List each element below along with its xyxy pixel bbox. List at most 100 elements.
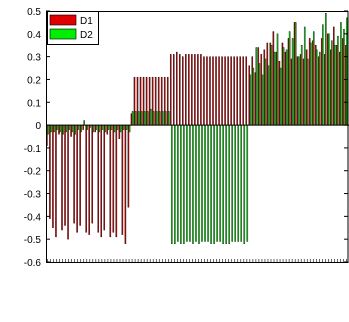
bar-d1-12: [79, 124, 81, 226]
y-tick-label: -0.2: [24, 167, 42, 178]
bar-d2-16: [92, 124, 95, 133]
bar-d2-13: [83, 120, 85, 126]
bar-d2-27: [125, 124, 128, 130]
y-tick-label: 0: [35, 121, 41, 132]
bar-d1-19: [100, 124, 103, 238]
bar-d2-1: [47, 124, 49, 135]
bar-d2-75: [270, 45, 273, 126]
y-tick-label: -0.1: [24, 144, 42, 155]
bar-d2-55: [210, 124, 212, 244]
bar-d2-81: [288, 31, 291, 126]
bar-d1-54: [206, 56, 208, 126]
bar-d2-91: [319, 51, 321, 126]
bar-d2-19: [101, 124, 104, 130]
bar-d1-58: [218, 56, 220, 126]
bar-d2-57: [216, 124, 218, 242]
bar-d2-53: [204, 124, 206, 242]
bar-d2-10: [74, 124, 76, 135]
bar-d2-98: [340, 22, 342, 126]
bar-d1-61: [227, 56, 229, 126]
bar-d2-97: [337, 35, 339, 126]
bar-d1-10: [73, 124, 75, 224]
bar-d2-30: [134, 111, 137, 126]
bar-d1-14: [85, 124, 87, 233]
bar-d2-38: [158, 111, 161, 126]
bar-d2-8: [68, 124, 70, 130]
bar-d2-7: [65, 124, 67, 133]
y-tick-label: -0.6: [24, 258, 42, 269]
bar-d2-29: [131, 111, 134, 126]
bar-d2-50: [195, 124, 197, 242]
bar-d1-15: [88, 124, 90, 235]
bar-d1-46: [182, 56, 184, 126]
bar-d2-95: [331, 40, 333, 126]
bar-d1-49: [191, 54, 193, 126]
bar-d1-4: [55, 124, 57, 238]
bar-d2-31: [137, 111, 140, 126]
bar-d2-42: [171, 124, 173, 244]
bar-d2-43: [174, 124, 176, 244]
bar-d1-23: [112, 124, 115, 233]
bar-d2-73: [264, 58, 267, 126]
bar-d1-55: [209, 56, 211, 126]
bar-d2-94: [328, 33, 330, 126]
y-tick-label: -0.5: [24, 235, 42, 246]
bar-d2-12: [80, 124, 82, 133]
bar-d2-37: [155, 111, 158, 126]
bar-d2-9: [71, 124, 73, 133]
bar-d1-64: [236, 56, 238, 126]
bar-d2-72: [261, 74, 264, 126]
bar-d2-96: [334, 45, 336, 126]
bar-d2-63: [234, 124, 236, 242]
bar-d2-22: [110, 124, 113, 130]
bar-d1-22: [109, 124, 112, 238]
bar-d2-23: [113, 124, 116, 133]
y-tick-label: 0.2: [27, 75, 41, 86]
bar-d2-88: [309, 42, 312, 126]
bar-d2-49: [192, 124, 194, 244]
bar-d1-67: [245, 56, 247, 126]
bar-d2-65: [240, 124, 243, 242]
bar-d1-59: [221, 56, 223, 126]
bar-d2-85: [300, 45, 303, 126]
bar-d2-83: [294, 22, 297, 126]
bar-d2-25: [119, 124, 122, 133]
bar-d1-63: [233, 56, 235, 126]
bar-d1-48: [188, 54, 190, 126]
bar-d2-80: [285, 49, 288, 126]
bar-d2-64: [237, 124, 240, 242]
bar-d2-86: [303, 26, 306, 126]
bar-d2-99: [343, 29, 345, 126]
bar-d2-21: [107, 124, 110, 130]
bar-d2-77: [276, 33, 279, 126]
bar-d2-67: [246, 124, 249, 242]
legend-swatch-d1: [49, 14, 77, 26]
bar-d1-65: [239, 56, 241, 126]
bar-d2-76: [273, 51, 276, 126]
bar-d2-79: [282, 47, 285, 126]
bar-d2-90: [316, 49, 318, 126]
y-axis: -0.6 -0.5 -0.4 -0.3 -0.2 -0.1 0 0.1 0.2 0.3 0.4 0.5: [24, 7, 348, 269]
bar-d2-87: [306, 58, 309, 126]
bar-d1-57: [215, 56, 217, 126]
bar-d2-52: [201, 124, 203, 242]
bar-d2-24: [116, 124, 119, 130]
legend-label-d2: D2: [80, 30, 93, 41]
bar-d1-62: [230, 56, 232, 126]
bar-d2-17: [95, 124, 98, 130]
bar-d1-60: [224, 56, 226, 126]
y-tick-label: 0.1: [27, 98, 41, 109]
bar-d2-45: [180, 124, 182, 244]
bar-d1-27: [124, 124, 127, 244]
bar-d1-8: [67, 124, 69, 240]
bar-d2-35: [149, 108, 152, 126]
bar-d2-68: [249, 74, 252, 126]
bar-d1-50: [194, 54, 196, 126]
bar-d2-44: [177, 124, 179, 242]
bar-d2-18: [98, 124, 101, 133]
bar-d1-20: [103, 124, 106, 231]
bar-d1-3: [52, 124, 54, 228]
bar-d2-5: [59, 124, 61, 133]
bar-d2-3: [53, 124, 55, 133]
